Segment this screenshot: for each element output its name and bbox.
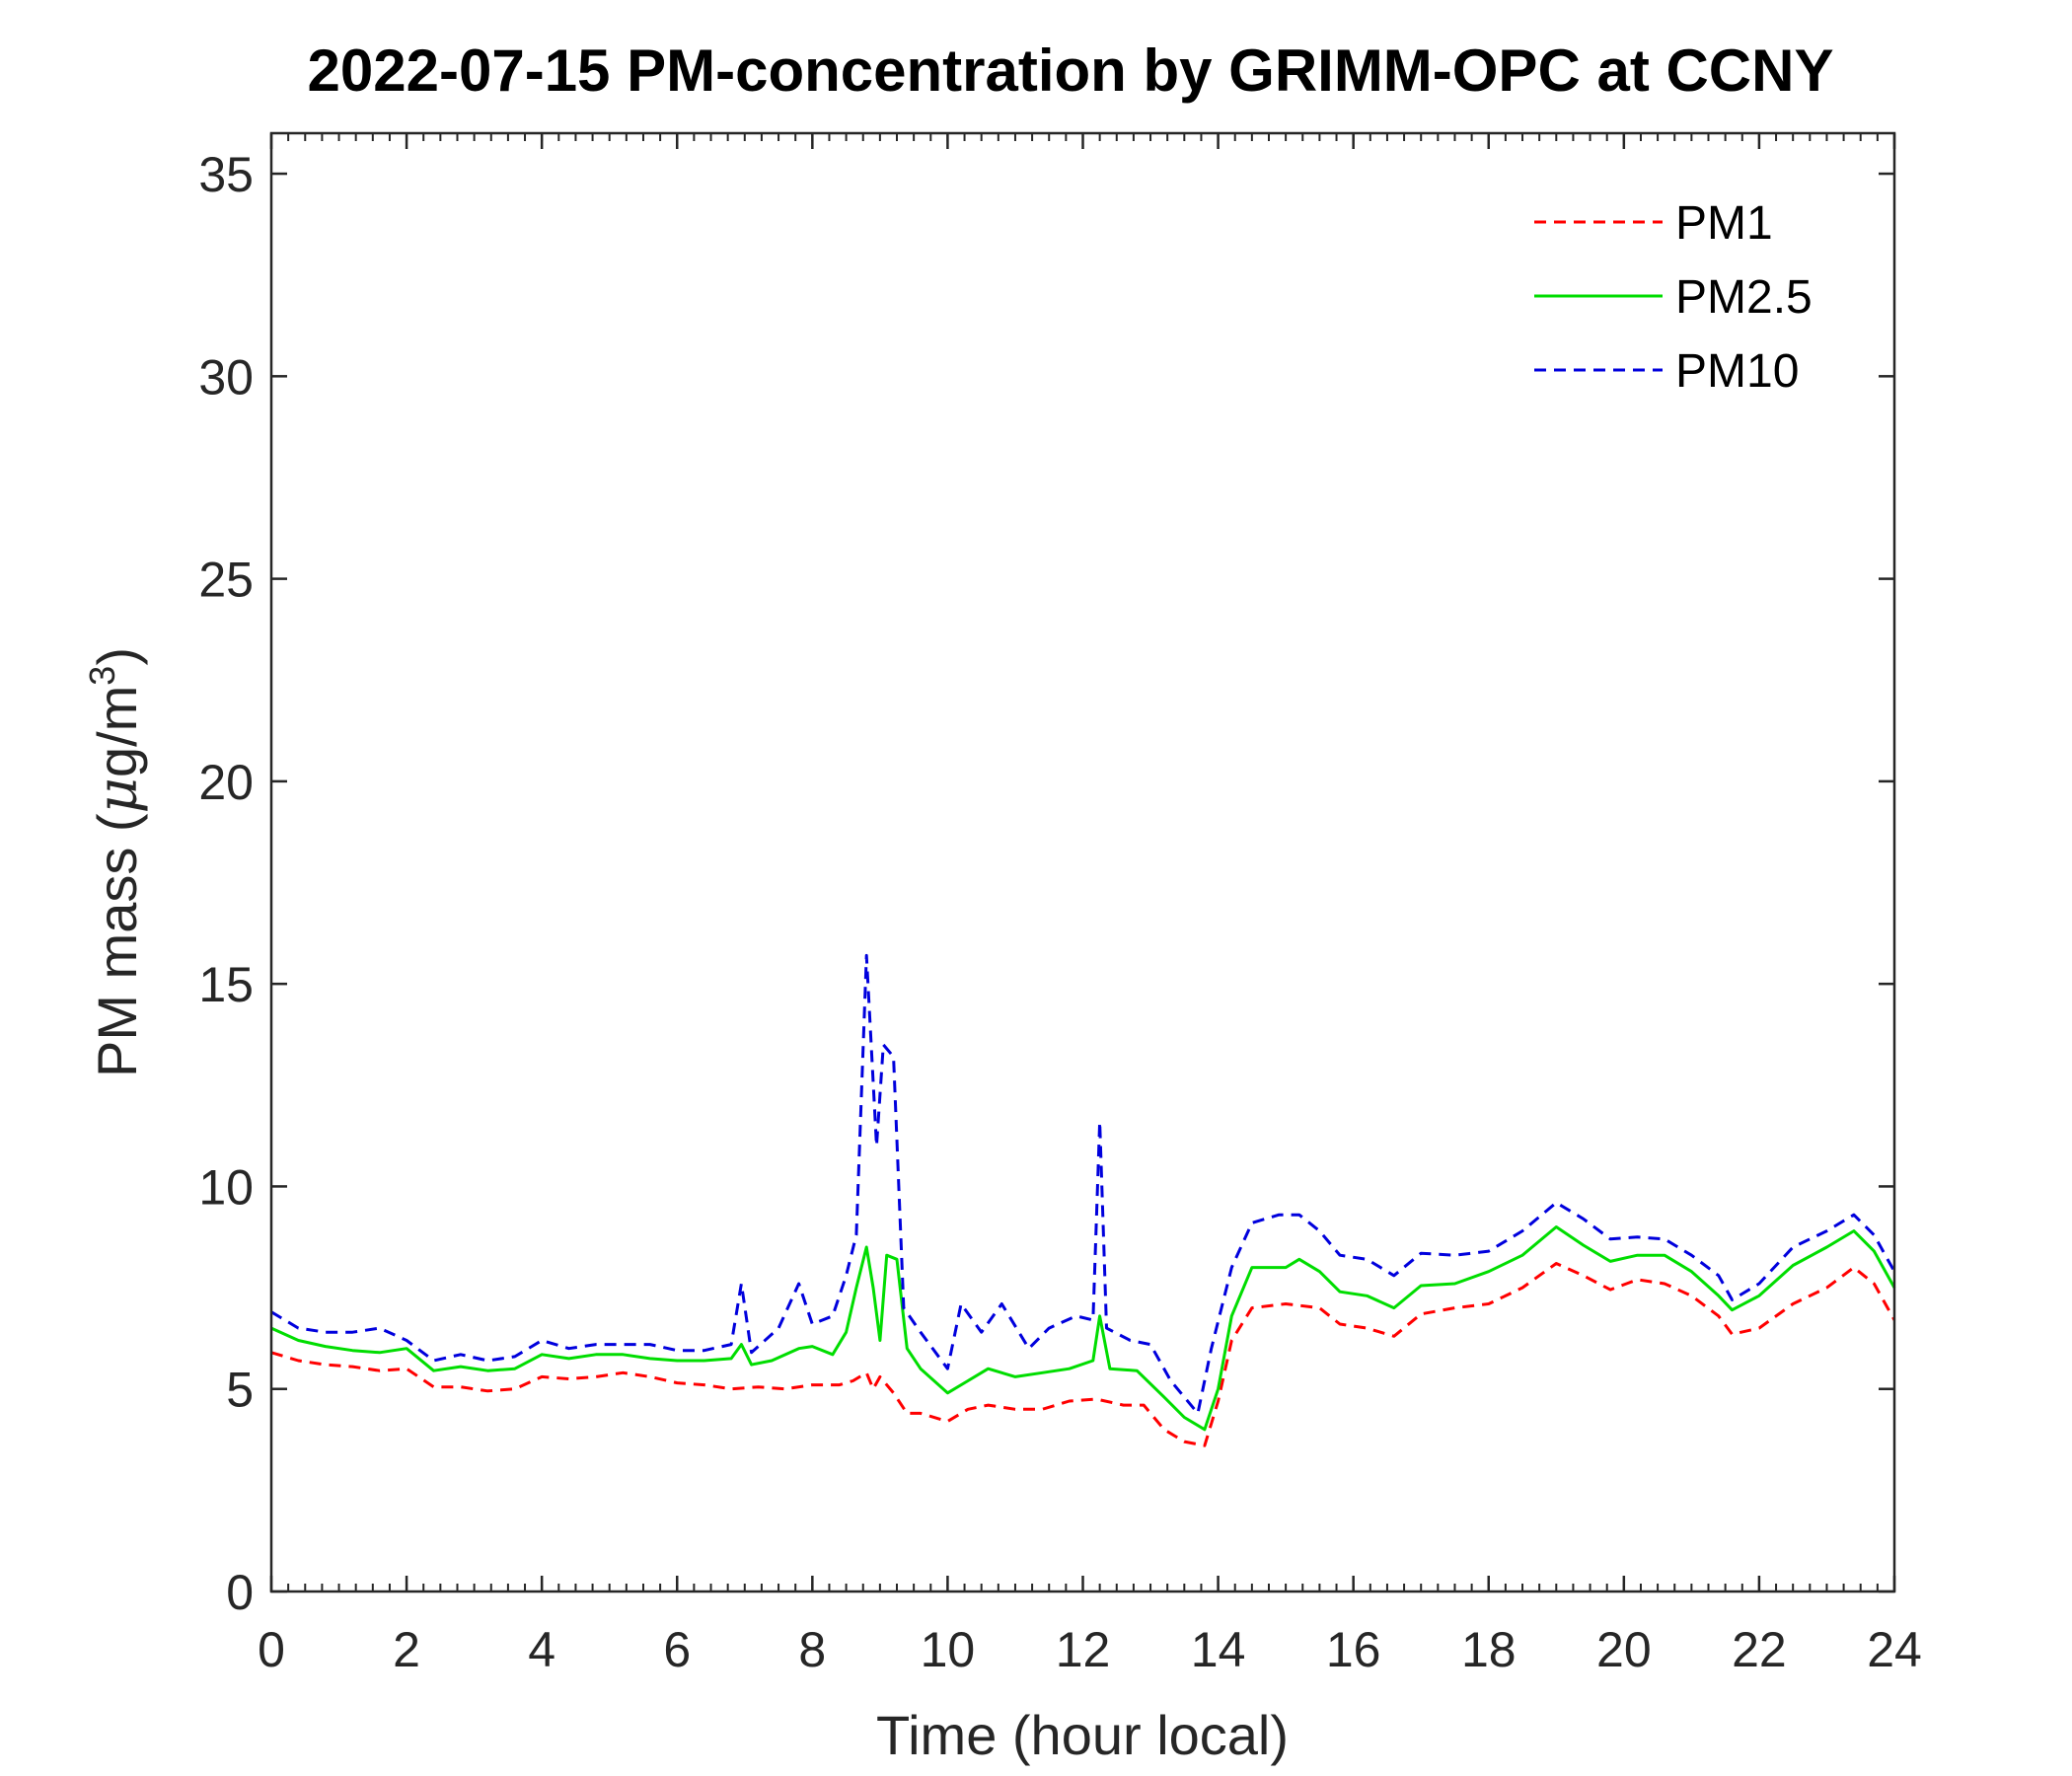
legend-label-pm10: PM10 xyxy=(1675,345,1799,398)
y-tick-label: 0 xyxy=(226,1565,254,1620)
x-tick-label: 2 xyxy=(393,1622,420,1677)
y-axis-label-mu: μ xyxy=(86,777,150,813)
y-axis-label-unit: g/m xyxy=(86,686,148,777)
y-axis-label-prefix: PM mass ( xyxy=(86,813,148,1077)
x-tick-label: 16 xyxy=(1326,1622,1381,1677)
x-tick-label: 4 xyxy=(528,1622,555,1677)
x-tick-label: 10 xyxy=(921,1622,976,1677)
y-tick-label: 20 xyxy=(198,755,254,810)
y-tick-label: 10 xyxy=(198,1159,254,1215)
y-tick-label: 15 xyxy=(198,957,254,1012)
series-lines xyxy=(270,953,1896,1447)
x-tick-label: 0 xyxy=(258,1622,285,1677)
x-tick-label: 6 xyxy=(663,1622,691,1677)
legend: PM1 PM2.5 PM10 xyxy=(1534,197,1813,398)
y-axis-label: PM mass (μg/m3) xyxy=(82,647,150,1077)
chart-title: 2022-07-15 PM-concentration by GRIMM-OPC… xyxy=(308,37,1834,104)
series-line-pm25 xyxy=(270,1225,1896,1432)
y-tick-label: 25 xyxy=(198,553,254,608)
y-tick-label: 30 xyxy=(198,349,254,405)
series-line-pm1 xyxy=(270,1262,1896,1447)
x-tick-label: 22 xyxy=(1732,1622,1787,1677)
legend-label-pm25: PM2.5 xyxy=(1675,271,1813,324)
x-tick-label: 12 xyxy=(1056,1622,1111,1677)
y-tick-label: 35 xyxy=(198,147,254,202)
x-tick-label: 18 xyxy=(1461,1622,1517,1677)
axes-box xyxy=(269,131,1896,1593)
y-axis-label-sup: 3 xyxy=(82,666,122,686)
y-tick-labels: 0 5 10 15 20 25 30 35 xyxy=(198,147,254,1620)
y-axis-label-suffix: ) xyxy=(86,647,148,666)
legend-label-pm1: PM1 xyxy=(1675,197,1773,250)
x-tick-label: 14 xyxy=(1191,1622,1246,1677)
x-axis-label: Time (hour local) xyxy=(876,1704,1289,1766)
x-tick-label: 20 xyxy=(1596,1622,1652,1677)
x-tick-label: 8 xyxy=(798,1622,826,1677)
x-tick-label: 24 xyxy=(1867,1622,1922,1677)
x-tick-labels: 0 2 4 6 8 10 12 14 16 18 20 22 24 xyxy=(258,1622,1922,1677)
y-tick-label: 5 xyxy=(226,1363,254,1418)
series-line-pm10 xyxy=(270,953,1896,1415)
